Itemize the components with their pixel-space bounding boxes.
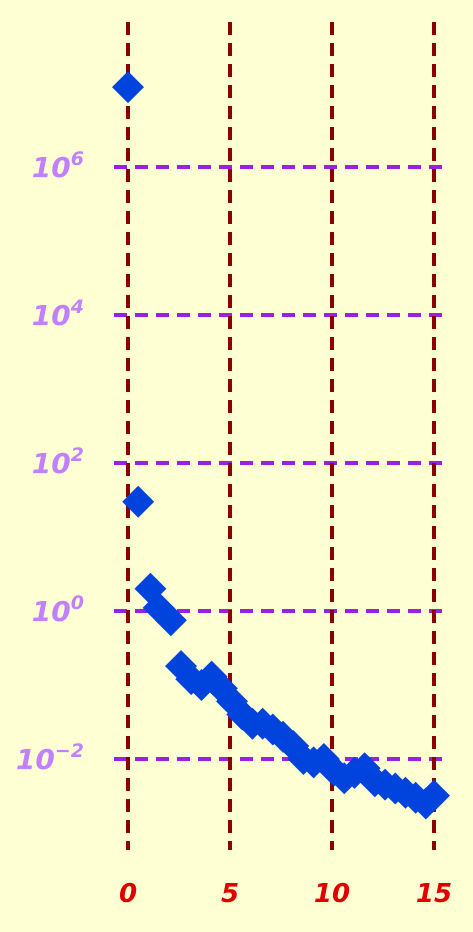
y-tick-label-exponent: 0 <box>71 592 84 614</box>
y-tick-label-base: 10 <box>32 151 71 184</box>
y-tick-label: 106 <box>32 148 84 184</box>
y-gridlines <box>114 165 447 761</box>
x-tick-label: 10 <box>314 879 350 909</box>
data-point <box>418 779 450 812</box>
y-tick-label-exponent: 4 <box>70 296 84 318</box>
y-tick-label-exponent: 6 <box>71 148 84 170</box>
y-tick-label-base: 10 <box>32 299 71 332</box>
y-tick-label-base: 10 <box>16 743 55 776</box>
data-point <box>122 485 155 518</box>
y-tick-label-exponent: 2 <box>71 444 84 466</box>
x-tick-label: 0 <box>119 879 137 909</box>
x-tick-labels: 0 5 10 15 <box>119 879 452 909</box>
data-points <box>112 71 450 820</box>
y-tick-label: 102 <box>32 444 84 480</box>
x-tick-label: 5 <box>221 879 239 909</box>
y-tick-label-base: 10 <box>32 595 71 628</box>
x-gridlines <box>126 22 436 850</box>
y-tick-label-exponent: −2 <box>55 740 84 762</box>
data-point <box>112 71 144 104</box>
y-tick-label: 100 <box>32 592 84 628</box>
y-tick-label-base: 10 <box>32 447 71 480</box>
y-tick-label: 10−2 <box>16 740 84 776</box>
x-tick-label: 15 <box>416 879 452 909</box>
y-tick-label: 104 <box>32 296 84 332</box>
data-point <box>154 604 187 637</box>
